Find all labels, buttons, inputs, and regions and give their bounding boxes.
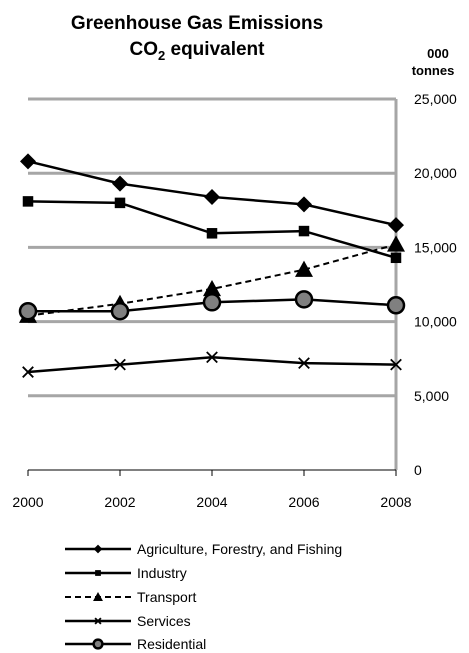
data-point-agriculture — [112, 175, 128, 192]
data-point-services — [298, 357, 310, 370]
data-point-industry — [206, 228, 218, 239]
legend-label: Transport — [137, 589, 197, 605]
legend-item-services: Services — [65, 613, 191, 629]
x-tick-label: 2000 — [12, 494, 43, 510]
data-point-residential — [386, 296, 406, 315]
legend-item-agriculture: Agriculture, Forestry, and Fishing — [65, 541, 342, 557]
x-tick-label: 2008 — [380, 494, 411, 510]
data-point-industry — [390, 252, 402, 264]
data-point-services — [390, 358, 402, 371]
legend-marker — [95, 570, 101, 576]
data-point-transport — [295, 260, 313, 277]
series-industry — [22, 196, 402, 264]
series-line-services — [27, 355, 397, 374]
y-tick-label: 0 — [414, 462, 422, 478]
y-tick-label: 20,000 — [414, 165, 457, 181]
y-tick-label: 25,000 — [414, 91, 457, 107]
data-point-agriculture — [296, 196, 312, 213]
legend-label: Agriculture, Forestry, and Fishing — [137, 541, 342, 557]
legend-item-transport: Transport — [65, 589, 197, 605]
legend-label: Industry — [137, 565, 187, 581]
data-point-services — [114, 358, 126, 371]
y-tick-label: 5,000 — [414, 388, 449, 404]
x-marker-stroke — [298, 357, 310, 370]
x-marker-stroke — [22, 366, 34, 378]
x-tick-label: 2004 — [196, 494, 227, 510]
data-point-transport — [387, 235, 405, 252]
series-agriculture — [20, 153, 404, 234]
data-point-agriculture — [388, 217, 404, 234]
subtitle-prefix: CO — [130, 39, 159, 60]
x-marker-stroke — [94, 617, 102, 625]
data-point-industry — [114, 197, 126, 209]
y-unit-label-line1: 000 — [427, 46, 449, 61]
subtitle-subscript: 2 — [158, 48, 165, 63]
axes — [27, 99, 398, 476]
y-tick-label: 10,000 — [414, 314, 457, 330]
y-tick-label: 15,000 — [414, 239, 457, 255]
y-unit-label-line2: tonnes — [412, 63, 455, 78]
x-tick-labels: 2000 2002 2004 2006 2008 — [12, 494, 411, 510]
data-point-agriculture — [204, 188, 220, 205]
x-marker-stroke — [206, 351, 218, 364]
legend-marker — [94, 617, 102, 625]
legend-item-industry: Industry — [65, 565, 187, 581]
legend-marker — [93, 592, 103, 601]
data-point-residential — [202, 293, 222, 312]
x-marker-stroke — [390, 358, 402, 371]
subtitle-suffix: equivalent — [165, 39, 265, 60]
legend-item-residential: Residential — [65, 636, 206, 652]
legend-marker — [93, 544, 103, 554]
data-point-residential — [18, 301, 38, 321]
data-point-transport — [203, 279, 221, 297]
data-point-residential — [294, 290, 314, 309]
series-residential — [18, 290, 406, 321]
data-point-services — [206, 351, 218, 364]
x-marker-stroke — [114, 358, 126, 371]
plot-area — [18, 153, 406, 378]
legend-label: Residential — [137, 636, 206, 652]
gridlines — [28, 97, 396, 398]
chart-title: Greenhouse Gas Emissions — [71, 13, 323, 34]
x-tick-label: 2002 — [104, 494, 135, 510]
x-tick-label: 2006 — [288, 494, 319, 510]
data-point-agriculture — [20, 153, 36, 170]
chart-subtitle: CO2 equivalent — [130, 39, 266, 63]
data-point-industry — [298, 225, 310, 237]
data-point-services — [22, 366, 34, 378]
y-tick-labels: 25,000 20,000 15,000 10,000 5,000 0 — [414, 91, 457, 478]
data-point-industry — [22, 196, 34, 207]
legend-marker — [92, 638, 104, 650]
data-point-residential — [110, 301, 130, 321]
series-services — [22, 351, 402, 378]
legend-label: Services — [137, 613, 191, 629]
legend: Agriculture, Forestry, and Fishing Indust… — [65, 541, 342, 652]
